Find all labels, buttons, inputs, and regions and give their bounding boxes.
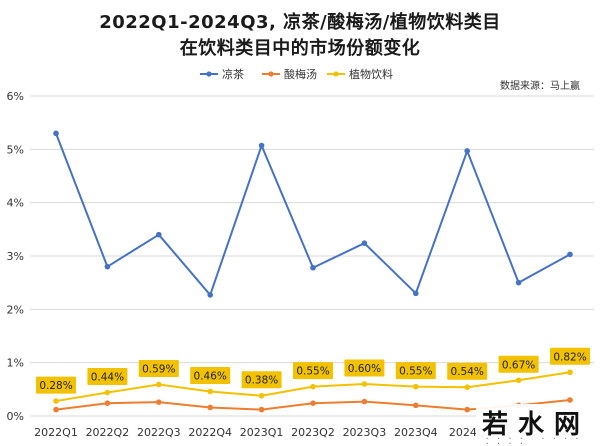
data-point — [310, 400, 316, 407]
y-tick-label: 1% — [7, 357, 24, 370]
data-point — [53, 130, 59, 137]
data-label: 0.55% — [399, 366, 432, 378]
data-label: 0.67% — [502, 359, 535, 371]
data-point — [464, 148, 471, 154]
data-label: 0.55% — [296, 366, 329, 378]
x-tick-label: 2022Q4 — [188, 426, 232, 439]
legend-label: 酸梅汤 — [284, 67, 317, 81]
data-point — [361, 398, 368, 405]
watermark-text: 若水网 — [482, 410, 591, 440]
data-point — [258, 392, 265, 399]
data-point — [413, 383, 419, 390]
x-tick-label: 2022Q1 — [34, 426, 78, 439]
y-tick-label: 2% — [7, 303, 24, 316]
legend-swatch-marker — [268, 71, 274, 77]
data-label-box — [395, 362, 436, 380]
data-point — [413, 290, 419, 297]
data-label-box — [36, 376, 76, 394]
data-point — [567, 369, 573, 376]
x-tick-label: 2022Q3 — [137, 426, 181, 439]
x-tick-label: 2023Q3 — [343, 426, 387, 439]
data-point — [515, 377, 522, 384]
data-label-box — [87, 368, 128, 386]
y-tick-label: 6% — [7, 90, 24, 103]
data-label-box — [293, 362, 333, 380]
data-point — [464, 384, 471, 391]
watermark-subtext: •••• •••• •••• — [486, 436, 588, 446]
data-point — [464, 406, 471, 413]
legend-swatch-marker — [206, 71, 212, 77]
data-point — [53, 406, 59, 413]
data-label: 0.38% — [245, 375, 278, 387]
data-point — [207, 388, 213, 395]
data-label: 0.54% — [451, 366, 484, 378]
data-point — [104, 263, 111, 270]
y-tick-label: 0% — [7, 410, 24, 423]
x-tick-label: 2022Q2 — [86, 426, 130, 439]
data-point — [156, 231, 162, 238]
data-label-box — [138, 360, 179, 378]
y-tick-label: 4% — [7, 197, 24, 210]
data-label: 0.82% — [553, 351, 586, 363]
x-tick-label: 2023Q2 — [291, 426, 335, 439]
data-label-box — [241, 371, 282, 389]
x-tick-label: 2023Q1 — [240, 426, 284, 439]
data-label-box — [344, 359, 385, 377]
data-point — [207, 404, 213, 411]
data-point — [207, 292, 213, 298]
data-point — [413, 402, 419, 409]
chart-title-line2: 在饮料类目中的市场份额变化 — [179, 38, 421, 59]
data-point — [567, 251, 573, 258]
chart-title-line1: 2022Q1-2024Q3, 凉茶/酸梅汤/植物饮料类目 — [99, 12, 501, 33]
data-point — [104, 389, 111, 396]
source-note: 数据来源：马上赢 — [500, 79, 580, 92]
legend-label: 凉茶 — [222, 67, 244, 81]
series-line — [55, 132, 571, 296]
data-label: 0.59% — [142, 364, 175, 376]
data-label: 0.60% — [348, 363, 381, 375]
data-point — [515, 279, 522, 286]
x-tick-label: 2023Q4 — [394, 426, 438, 439]
y-tick-label: 3% — [7, 250, 24, 263]
data-point — [567, 397, 573, 403]
data-label: 0.46% — [194, 370, 227, 382]
data-point — [156, 381, 162, 388]
data-label-box — [498, 355, 539, 373]
data-label-box — [447, 362, 488, 380]
data-label: 0.28% — [39, 380, 72, 392]
data-point — [361, 240, 368, 246]
watermark: 若水网 •••• •••• •••• — [476, 404, 600, 446]
data-point — [258, 406, 265, 413]
data-label-box — [190, 366, 231, 384]
data-point — [53, 398, 59, 404]
data-point — [258, 142, 265, 149]
data-label: 0.44% — [91, 372, 124, 384]
data-point — [104, 400, 111, 407]
data-label-box — [550, 347, 590, 365]
legend-swatch-marker — [333, 71, 339, 77]
data-point — [156, 399, 162, 405]
y-tick-label: 5% — [7, 143, 24, 156]
legend-label: 植物饮料 — [349, 67, 393, 81]
data-point — [361, 381, 368, 387]
data-point — [310, 264, 316, 271]
data-point — [310, 383, 316, 390]
